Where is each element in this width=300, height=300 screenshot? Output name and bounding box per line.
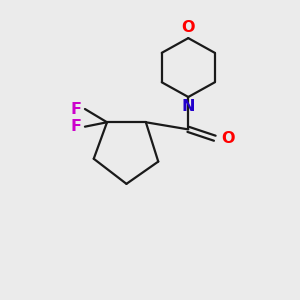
- Text: O: O: [182, 20, 195, 34]
- Text: O: O: [221, 131, 235, 146]
- Text: N: N: [182, 99, 195, 114]
- Text: F: F: [71, 119, 82, 134]
- Text: F: F: [71, 101, 82, 116]
